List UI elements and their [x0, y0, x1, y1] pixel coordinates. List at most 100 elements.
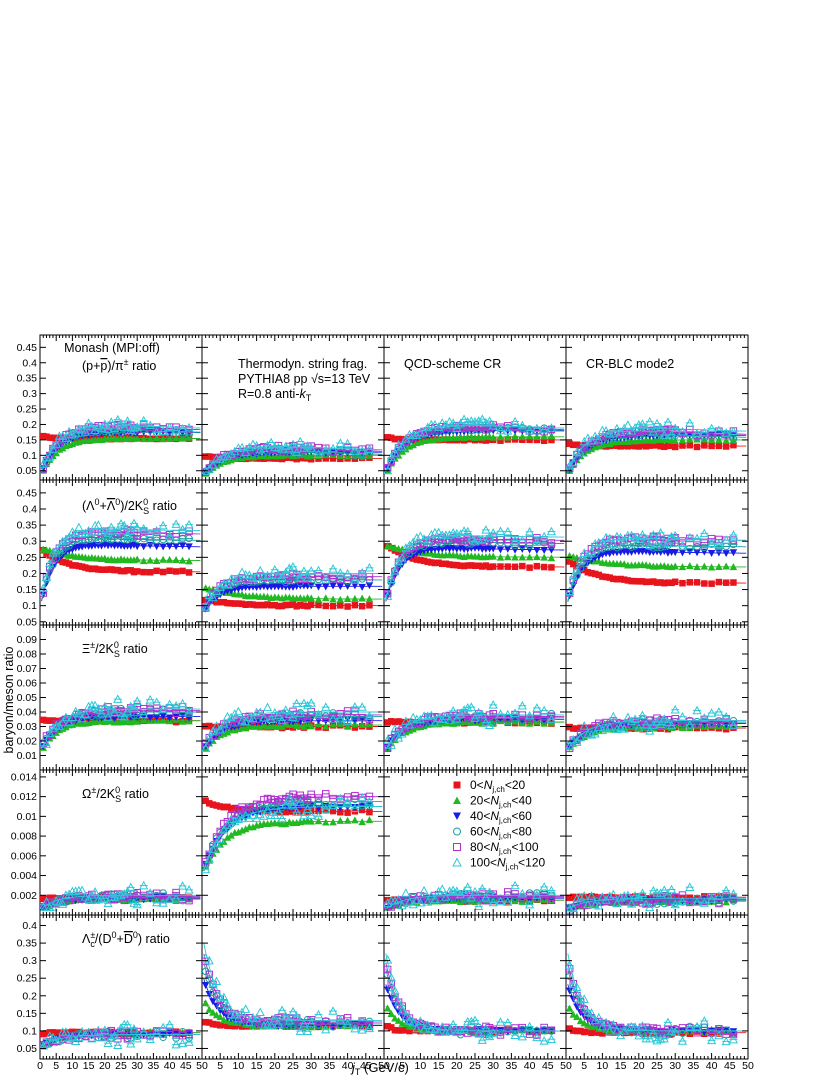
data-point [227, 600, 235, 607]
data-point [599, 573, 606, 580]
series-6 [384, 525, 565, 600]
data-point [648, 427, 658, 436]
data-point [395, 718, 402, 725]
data-point [431, 559, 439, 567]
data-point [213, 599, 220, 606]
data-point [715, 578, 723, 586]
data-point [264, 601, 271, 608]
data-point [707, 549, 716, 557]
data-point [40, 459, 48, 468]
data-point [628, 442, 635, 449]
data-point [328, 714, 338, 723]
data-point [601, 425, 611, 435]
panel-data [384, 525, 565, 602]
data-point [587, 557, 596, 565]
data-point [438, 560, 446, 567]
data-point [408, 537, 418, 547]
data-point [670, 530, 680, 540]
data-point [204, 464, 214, 473]
data-point [610, 442, 617, 449]
fit-line [41, 528, 201, 600]
data-point [686, 544, 694, 553]
data-point [64, 717, 74, 727]
data-point [533, 534, 541, 542]
data-point [671, 443, 679, 451]
data-point [284, 563, 294, 572]
data-point [351, 574, 359, 583]
data-point [384, 719, 391, 726]
data-point [357, 567, 367, 577]
data-point [708, 580, 715, 587]
data-point [273, 570, 284, 579]
data-point [351, 601, 359, 609]
data-point [477, 534, 487, 544]
data-point [267, 602, 275, 609]
panel-frame [565, 334, 749, 481]
data-point [321, 444, 331, 454]
data-point [58, 431, 68, 440]
data-point [610, 575, 617, 583]
data-point [329, 595, 337, 603]
panel-data [202, 436, 383, 477]
data-point [701, 580, 708, 587]
data-point [255, 565, 265, 575]
data-point [133, 543, 141, 551]
data-point [590, 538, 600, 548]
data-point [278, 602, 286, 610]
data-point [641, 534, 651, 544]
data-point [58, 536, 68, 546]
data-point [419, 534, 429, 543]
data-point [77, 713, 87, 723]
data-point [631, 442, 639, 450]
data-point [645, 416, 655, 426]
data-point [608, 428, 618, 438]
data-point [208, 592, 218, 602]
data-point [699, 427, 709, 437]
panel-r1-c3: QCD-scheme CR [383, 334, 567, 481]
data-point [572, 565, 582, 575]
data-point [481, 525, 491, 534]
data-point [133, 531, 141, 540]
data-point [586, 435, 597, 445]
data-point [714, 425, 724, 435]
data-point [358, 452, 366, 461]
data-point [540, 437, 548, 445]
data-point [343, 583, 352, 591]
data-point [140, 568, 147, 576]
y-tick-label: 0.2 [22, 419, 37, 431]
data-point [653, 441, 661, 449]
panel-data [40, 694, 201, 751]
data-point [568, 457, 578, 467]
data-point [202, 743, 211, 752]
data-point [686, 442, 694, 449]
data-point [664, 442, 672, 450]
data-point [328, 443, 338, 453]
data-point [224, 599, 231, 607]
series-6 [202, 436, 383, 475]
data-point [152, 427, 162, 437]
data-point [715, 544, 723, 553]
data-point [350, 575, 360, 584]
data-point [455, 418, 466, 428]
data-point [664, 579, 672, 586]
data-point [204, 732, 214, 742]
data-point [113, 414, 123, 424]
data-point [540, 717, 548, 725]
data-point [628, 577, 635, 585]
data-point [241, 447, 251, 456]
data-point [387, 457, 396, 465]
y-tick-label: 0.08 [17, 649, 38, 661]
data-point [322, 455, 330, 462]
data-point [158, 704, 168, 714]
data-point [165, 714, 174, 722]
data-point [123, 536, 132, 544]
data-point [602, 573, 610, 581]
data-point [358, 720, 366, 728]
data-point [430, 419, 440, 429]
data-point [409, 552, 417, 560]
data-point [255, 444, 265, 454]
data-point [617, 443, 624, 450]
data-point [61, 433, 71, 442]
data-point [570, 560, 577, 568]
panel-r3-c1: 0.01 0.02 0.03 0.04 0.05 0.06 0.07 0.08 0.09 Ξ±/2… [17, 624, 203, 771]
